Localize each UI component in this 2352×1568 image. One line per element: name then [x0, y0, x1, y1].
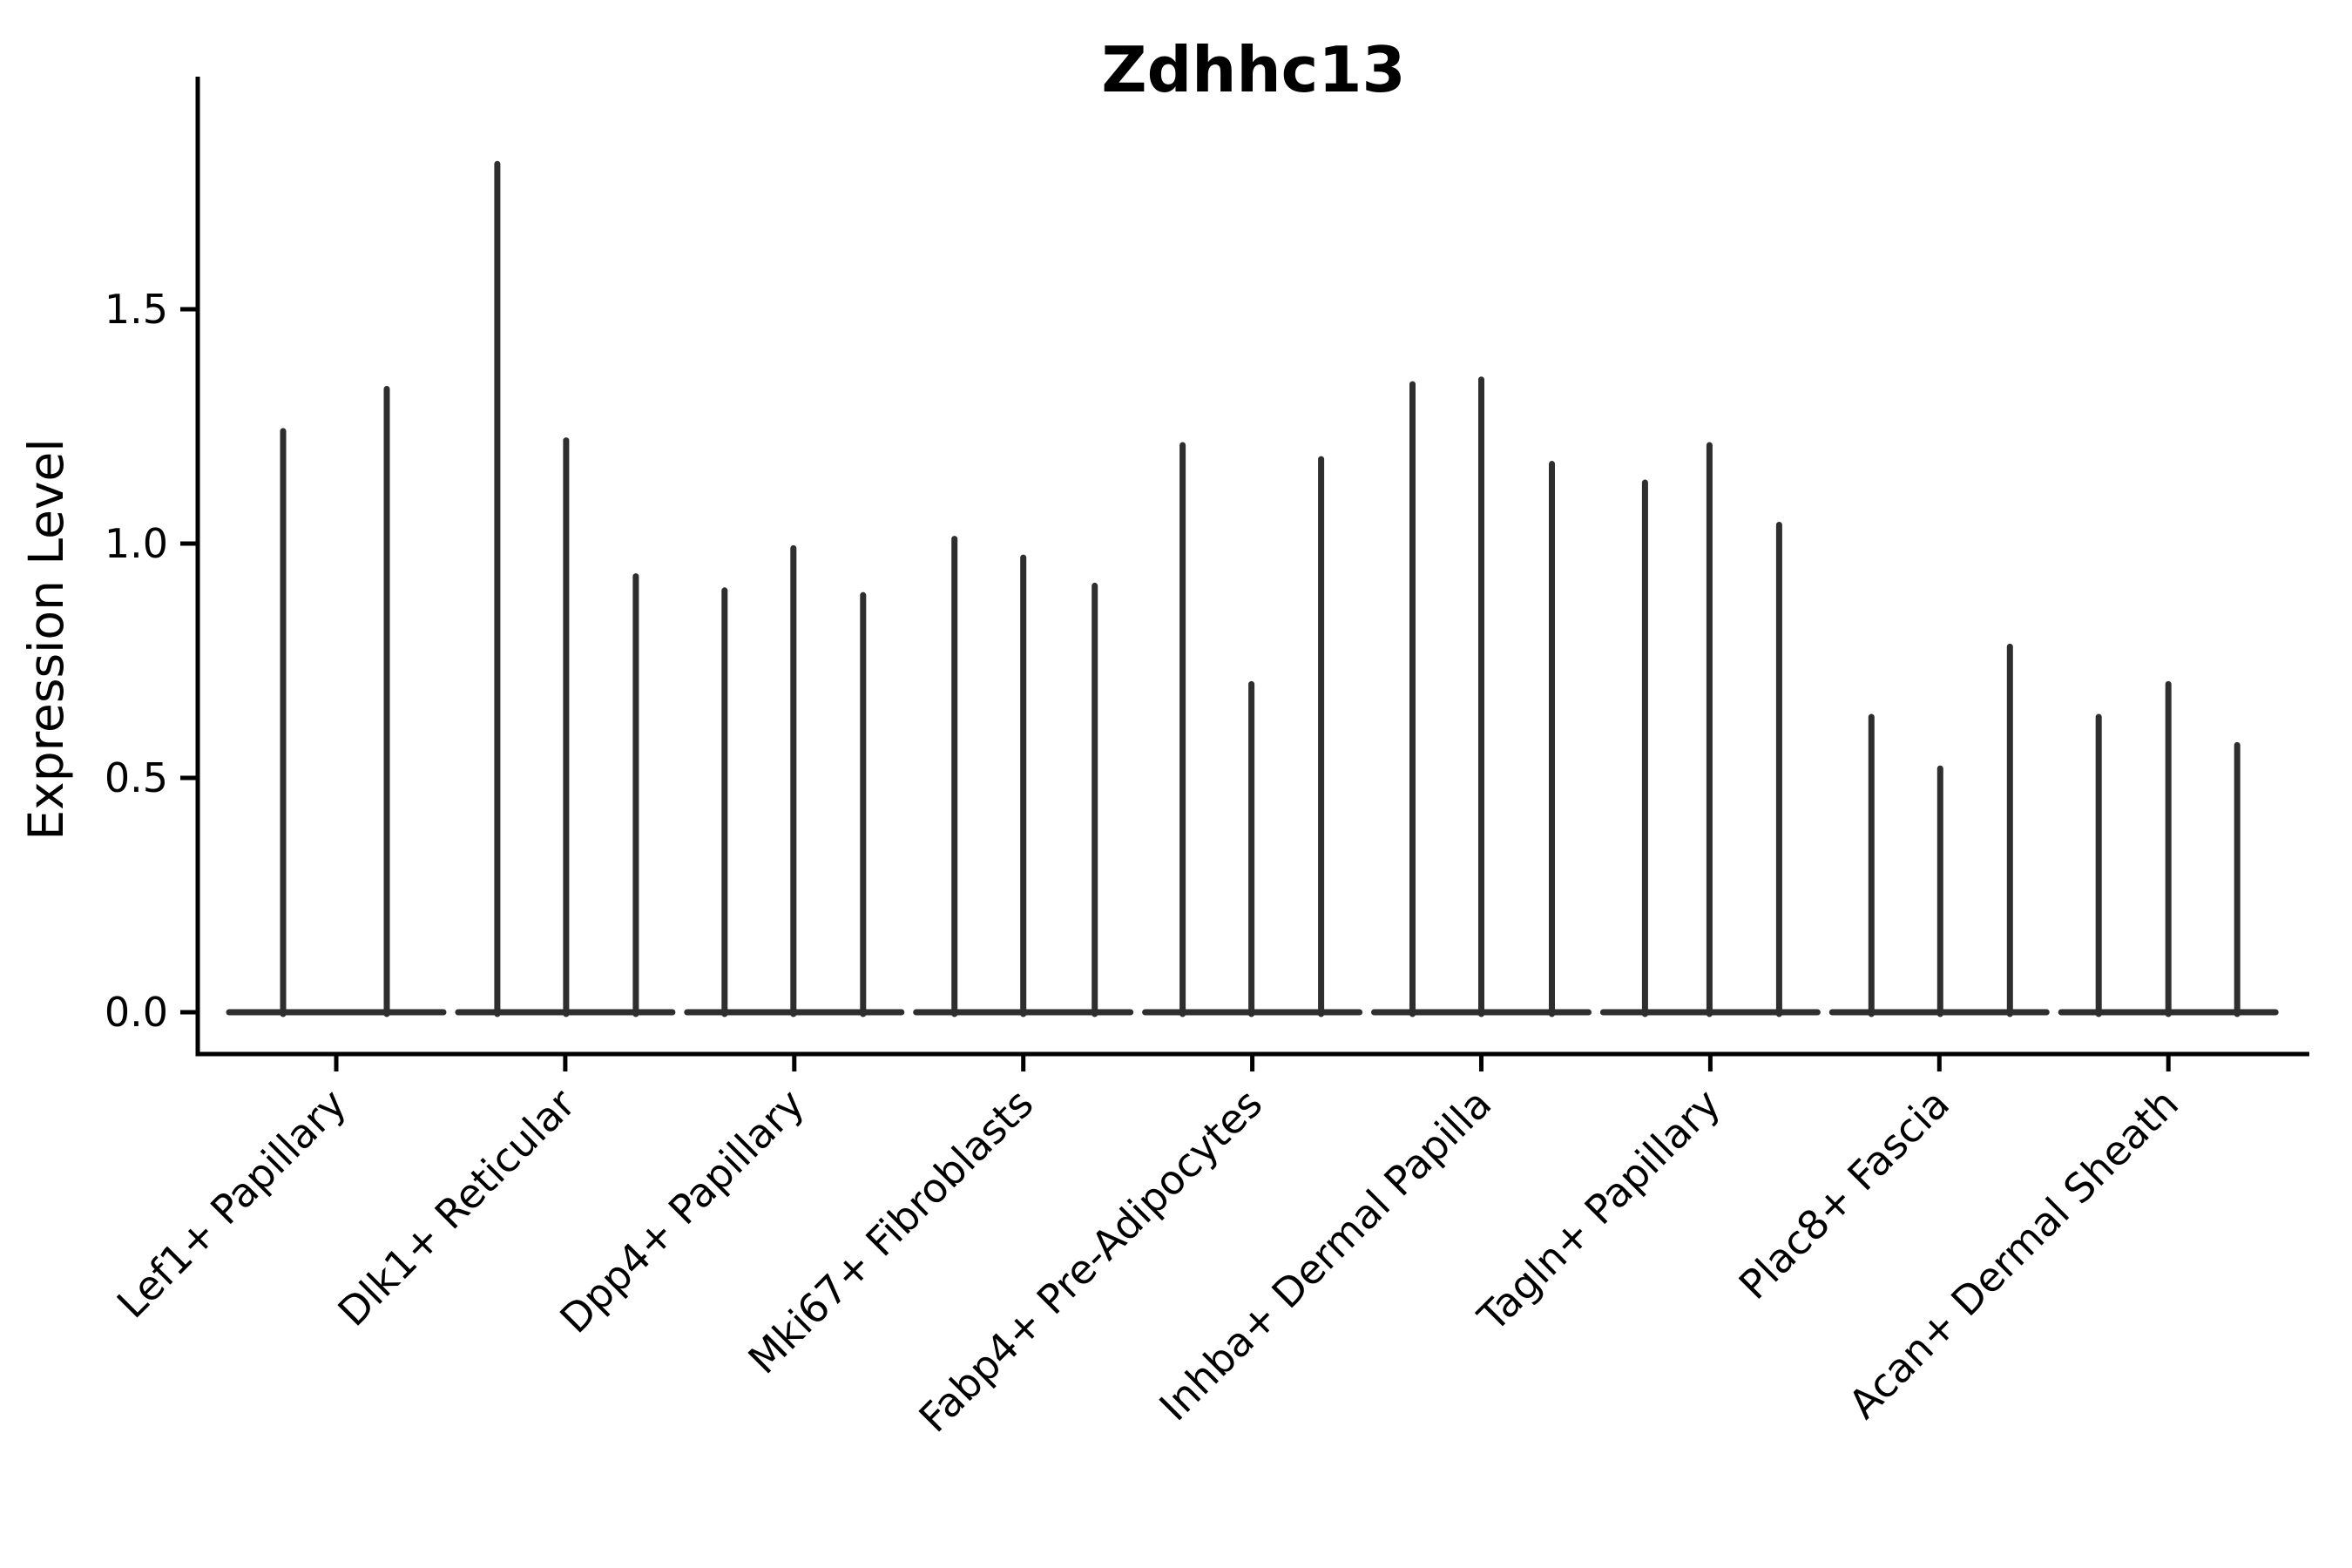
violin-group [2058, 680, 2279, 1017]
y-axis-title: Expression Level [18, 438, 74, 840]
y-tick-label: 0.5 [105, 754, 168, 801]
y-tick-label: 0.0 [105, 989, 168, 1036]
violin-group [684, 544, 905, 1017]
y-tick-group: 0.0 0.5 1.0 1.5 [105, 286, 198, 1036]
violin-group [1828, 643, 2050, 1017]
y-tick-label: 1.0 [105, 520, 168, 567]
violin-group [913, 536, 1134, 1017]
y-tick-label: 1.5 [105, 286, 168, 333]
violin-group [1371, 376, 1592, 1017]
violin-group [1599, 442, 1821, 1017]
violin-group [455, 160, 676, 1017]
violin-group [1142, 442, 1363, 1017]
chart-title: Zdhhc13 [1101, 33, 1405, 106]
violin-group [226, 385, 447, 1017]
violins-group [226, 160, 2279, 1017]
axes-spines [195, 77, 2309, 1057]
